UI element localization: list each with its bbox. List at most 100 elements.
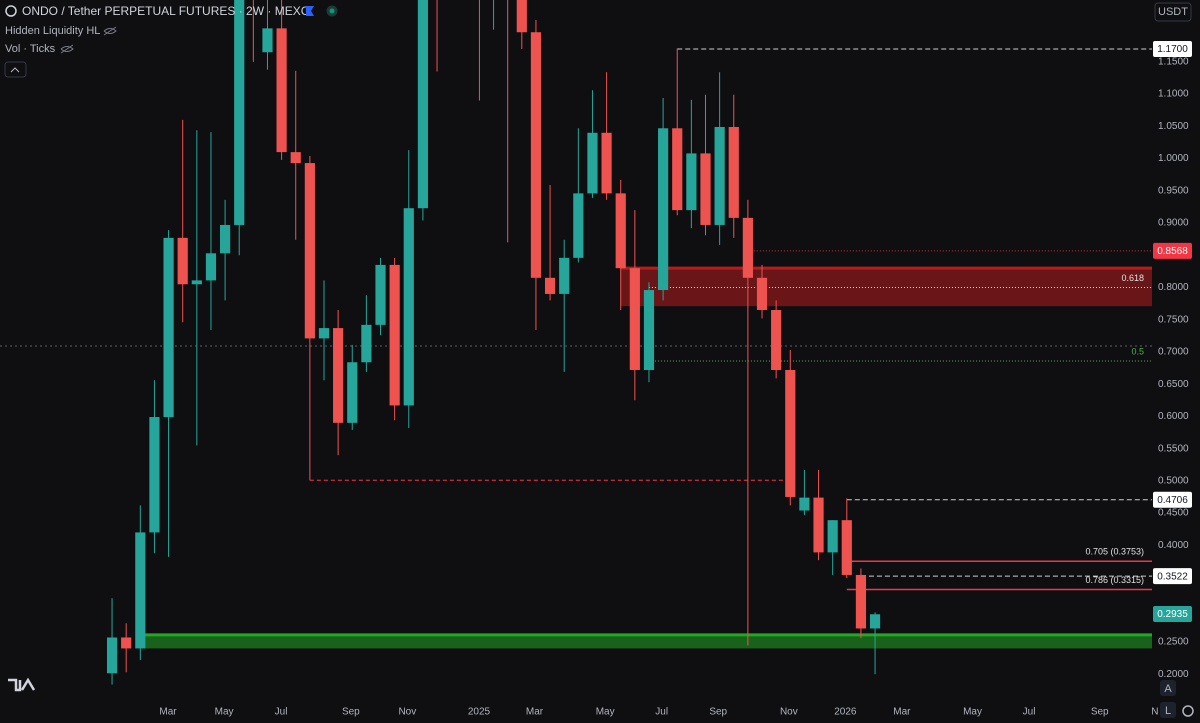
collapse-icon [10, 67, 20, 73]
candle-body [785, 369, 796, 497]
symbol-icon [5, 5, 17, 17]
y-tick-label: 0.6000 [1158, 411, 1189, 422]
price-label-box [1153, 568, 1192, 585]
y-tick-label: 0.7500 [1158, 314, 1189, 325]
currency-label[interactable]: USDT [1158, 6, 1188, 18]
y-tick-label: 1.0000 [1158, 153, 1189, 164]
candle-body [700, 153, 711, 225]
y-tick-label: 0.2500 [1158, 637, 1189, 648]
candle-body [629, 268, 640, 370]
candle-body [163, 237, 174, 418]
candle-body [276, 28, 287, 153]
collapse-button[interactable] [4, 61, 27, 78]
x-tick-label: Sep [342, 707, 360, 718]
y-tick-label: 0.8000 [1158, 282, 1189, 293]
x-tick-label: Jul [1023, 707, 1036, 718]
candle-body [304, 163, 315, 339]
candle-body [318, 328, 330, 339]
candle-body [121, 637, 132, 649]
zone [140, 634, 1152, 649]
x-tick-label: May [963, 707, 982, 718]
x-tick-label: Nov [780, 707, 798, 718]
x-tick-label: Nov [398, 707, 416, 718]
fib-label: 0.618 [1121, 273, 1144, 283]
candle-body [544, 277, 556, 294]
x-tick-label: Mar [893, 707, 911, 718]
price-label: 0.8568 [1157, 246, 1188, 257]
candle-body [205, 253, 217, 281]
currency-button[interactable] [1154, 2, 1192, 22]
candle-body [771, 310, 782, 370]
candle-body [601, 132, 612, 194]
candle-body [686, 153, 697, 211]
status-dot [326, 5, 338, 17]
candle-body [262, 28, 273, 53]
candle-body [361, 324, 372, 363]
settings-icon[interactable] [1182, 705, 1194, 717]
y-tick-label: 0.4500 [1158, 508, 1189, 519]
candle-body [587, 132, 598, 194]
x-tick-label: N [1151, 707, 1158, 718]
candle-body [375, 264, 386, 325]
y-tick-label: 0.2000 [1158, 669, 1189, 680]
y-tick-label: 1.0500 [1158, 121, 1189, 132]
x-tick-label: 2025 [468, 707, 491, 718]
candle-body [813, 497, 824, 553]
y-tick-label: 0.9500 [1158, 185, 1189, 196]
scale-button[interactable] [1160, 680, 1176, 696]
price-label: 0.2935 [1157, 609, 1188, 620]
y-tick-label: 0.7000 [1158, 347, 1189, 358]
candle-body [516, 0, 527, 33]
logo[interactable] [8, 677, 36, 692]
hidden-icon[interactable] [60, 44, 74, 54]
candle-body [106, 637, 118, 674]
fib-label: 0.705 (0.3753) [1085, 547, 1144, 557]
scale-label[interactable]: A [1164, 683, 1172, 695]
x-tick-label: May [215, 707, 234, 718]
fib-label: 0.5 [1131, 346, 1144, 356]
candle-body [333, 328, 344, 423]
candle-body [869, 614, 881, 629]
indicator-label[interactable]: Vol · Ticks [5, 43, 56, 55]
overlay: ONDO / Tether PERPETUAL FUTURES · 2W · M… [4, 2, 1194, 718]
x-tick-label: May [596, 707, 615, 718]
candle-body [841, 520, 852, 575]
x-tick-label: 2026 [834, 707, 857, 718]
y-tick-label: 1.1500 [1158, 57, 1189, 68]
scale-label[interactable]: L [1165, 705, 1171, 717]
candle-body [573, 193, 584, 258]
candle-body [177, 237, 188, 285]
y-tick-label: 0.4000 [1158, 540, 1189, 551]
candle-body [728, 126, 739, 218]
plot-area: 0.618 0.5 0.705 (0.3753) 0.786 (0.3315) [0, 0, 1152, 685]
y-tick-label: 0.5000 [1158, 475, 1189, 486]
candle-body [643, 290, 655, 370]
candle-body [658, 128, 669, 291]
candle-body [290, 152, 301, 164]
price-label-box [1153, 491, 1192, 508]
y-tick-label: 0.9000 [1158, 218, 1189, 229]
x-tick-label: Mar [526, 707, 544, 718]
hidden-icon[interactable] [103, 26, 117, 36]
candle-body [530, 32, 542, 278]
candle-body [615, 193, 626, 269]
price-label-box [1153, 242, 1192, 259]
candle-body [149, 417, 160, 533]
candle-body [742, 217, 753, 278]
indicator-label[interactable]: Hidden Liquidity HL [5, 25, 100, 37]
candle-body [855, 574, 867, 629]
candle-body [347, 362, 358, 423]
scale-button[interactable] [1160, 702, 1176, 718]
candle-body [714, 126, 725, 225]
fib-label: 0.786 (0.3315) [1085, 575, 1144, 585]
candle-body [403, 208, 414, 406]
y-tick-label: 0.5500 [1158, 443, 1189, 454]
candle-body [672, 128, 683, 211]
y-tick-label: 0.6500 [1158, 379, 1189, 390]
candle-body [220, 224, 231, 254]
x-tick-label: Jul [655, 707, 668, 718]
y-tick-label: 1.1000 [1158, 89, 1189, 100]
x-tick-label: Jul [275, 707, 288, 718]
candle-body [389, 264, 400, 406]
